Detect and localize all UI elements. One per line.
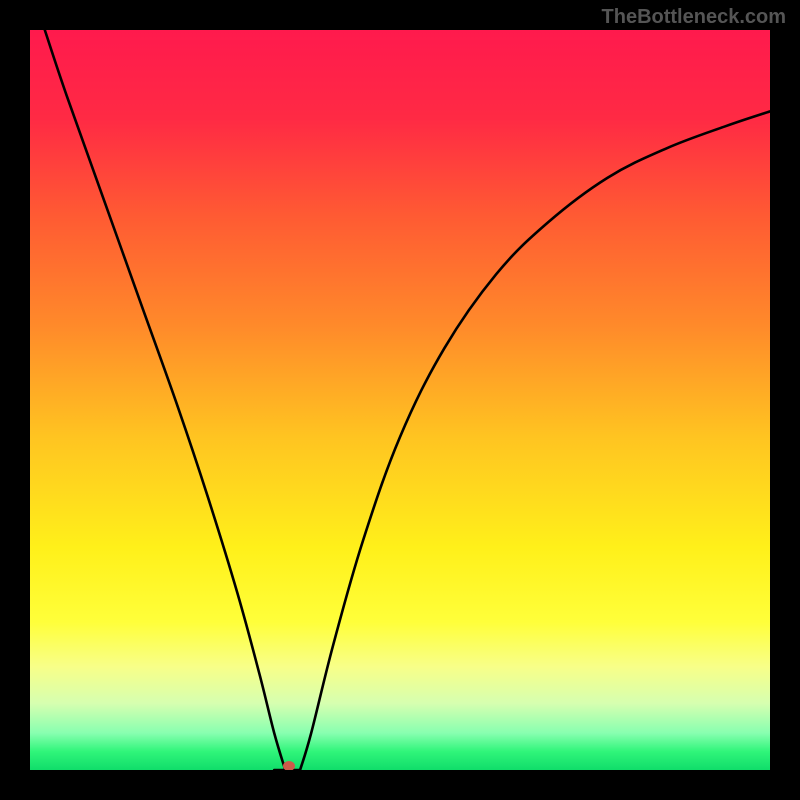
bottleneck-curve xyxy=(30,30,770,770)
chart-container: TheBottleneck.com xyxy=(0,0,800,800)
curve-path xyxy=(45,30,770,770)
watermark-text: TheBottleneck.com xyxy=(602,6,786,29)
plot-area xyxy=(30,30,770,770)
optimum-marker xyxy=(283,761,295,770)
